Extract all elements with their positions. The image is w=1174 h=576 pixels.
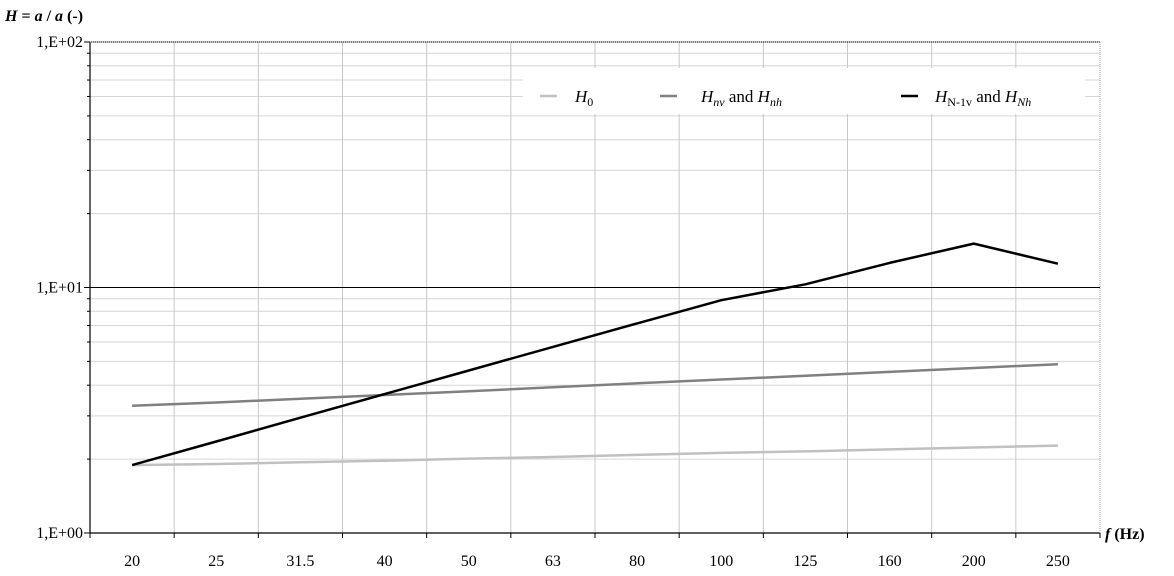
x-tick-label: 80 [629,553,645,570]
legend-hnv-sub2: nh [770,95,782,109]
series-lines [131,242,1059,467]
y-axis-title-a1: a [35,8,43,25]
legend-hnv-main2: H [757,87,772,106]
x-axis-title-f: f [1105,526,1112,543]
legend-label-hnv: Hnv and Hnh [700,87,782,109]
legend-hn1-main1: H [934,87,949,106]
legend-hn1-and: and [972,87,1005,106]
legend-hnv-and: and [725,87,758,106]
x-axis-title-unit: (Hz) [1110,526,1144,543]
x-axis-title: f (Hz) [1105,526,1145,543]
x-tick-label: 100 [709,553,733,570]
legend-box [523,68,1085,114]
legend: H0 Hnv and Hnh HN-1v and HNh [523,68,1085,114]
series-line-hnv [132,362,1058,407]
x-tick-label: 31.5 [286,553,314,570]
y-tick-label: 1,E+02 [36,34,83,51]
legend-label-h0: H0 [574,87,593,109]
y-axis-title: H = a / a (-) [4,8,83,25]
y-tick-label: 1,E+01 [36,280,83,297]
x-tick-label: 20 [124,553,140,570]
y-axis-title-h: H [4,8,18,25]
series-line-h0 [132,444,1058,467]
x-tick-labels: 20 25 31.5 40 50 63 80 100 125 160 200 250 [124,553,1070,570]
y-axis-title-slash: / [43,8,55,25]
series-line-hn1 [131,242,1059,467]
y-tick-label: 1,E+00 [36,525,83,542]
legend-hn1-main2: H [1004,87,1019,106]
x-tick-label: 40 [377,553,393,570]
axes [84,41,1101,538]
y-axis-title-equals: = [17,8,34,25]
y-axis-title-unit: (-) [63,8,83,25]
legend-hn1-sub1: N-1v [947,95,972,109]
x-tick-label: 25 [208,553,224,570]
y-tick-labels: 1,E+00 1,E+01 1,E+02 [36,34,83,542]
legend-h0-main: H [574,87,589,106]
legend-label-hn1: HN-1v and HNh [934,87,1031,109]
x-tick-label: 200 [962,553,986,570]
legend-hn1-sub2: Nh [1016,95,1031,109]
x-tick-label: 250 [1046,553,1070,570]
x-tick-label: 50 [461,553,477,570]
x-tick-label: 160 [878,553,902,570]
legend-h0-sub: 0 [587,95,593,109]
legend-hnv-main1: H [700,87,715,106]
x-tick-label: 125 [793,553,817,570]
y-axis-title-a2: a [55,8,63,25]
legend-hnv-sub1: nv [713,95,725,109]
x-tick-label: 63 [545,553,561,570]
